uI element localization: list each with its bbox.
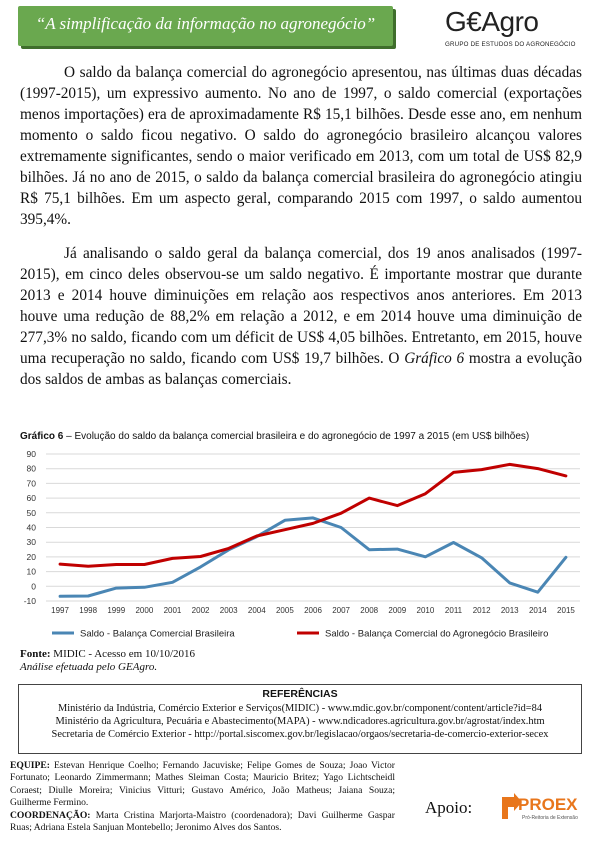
paragraph-2-chart-ref: Gráfico 6	[404, 350, 465, 367]
geagro-logo-subtitle: GRUPO DE ESTUDOS DO AGRONEGÓCIO	[445, 41, 576, 48]
paragraph-2-text-end: mostra a evolução dos saldos de ambas as…	[20, 350, 582, 388]
x-tick-label: 2001	[164, 606, 182, 615]
x-tick-label: 2004	[248, 606, 266, 615]
x-tick-label: 2010	[417, 606, 435, 615]
source-note: Fonte: MIDIC - Acesso em 10/10/2016 Anál…	[20, 648, 195, 674]
coordination-members: Marta Cristina Marjorta-Maistro (coorden…	[10, 809, 395, 834]
y-tick-label: 40	[27, 523, 37, 533]
x-tick-label: 2003	[220, 606, 238, 615]
chart-series	[58, 462, 568, 598]
x-tick-label: 2011	[445, 606, 463, 615]
y-tick-label: 10	[27, 567, 37, 577]
x-tick-label: 2005	[276, 606, 294, 615]
analysis-note: Análise efetuada pelo GEAgro.	[20, 661, 158, 673]
chart-caption-text: – Evolução do saldo da balança comercial…	[63, 431, 530, 442]
legend-label: Saldo - Balança Comercial do Agronegócio…	[325, 629, 548, 640]
source-label: Fonte:	[20, 648, 51, 660]
y-tick-label: 70	[27, 478, 37, 488]
coordination-label: COORDENAÇÃO:	[10, 809, 91, 821]
team-label: EQUIPE:	[10, 760, 50, 771]
y-tick-label: 80	[27, 464, 37, 474]
y-tick-label: 30	[27, 537, 37, 547]
line-chart: -10 0 10 20 30 40 50 60 70 80 90 1997 1998 1999 2000 2…	[24, 449, 580, 640]
x-tick-label: 2013	[501, 606, 519, 615]
chart-caption: Gráfico 6 – Evolução do saldo da balança…	[20, 431, 595, 442]
proex-arrow-icon	[502, 793, 522, 819]
y-axis-ticks: -10 0 10 20 30 40 50 60 70 80 90	[24, 449, 37, 606]
team-members: Estevan Henrique Coelho; Fernando Jacuvi…	[10, 760, 395, 809]
geagro-logo-text: G€Agro	[445, 6, 539, 37]
paragraph-2-text: Já analisando o saldo geral da balança c…	[20, 245, 582, 367]
x-tick-label: 2009	[388, 606, 406, 615]
x-axis-ticks: 1997 1998 1999 2000 2001 2002 2003 2004 2005 2006…	[51, 606, 575, 615]
y-tick-label: 0	[31, 581, 36, 591]
y-tick-label: -10	[24, 596, 37, 606]
references-title: REFERÊNCIAS	[262, 688, 338, 700]
support-label: Apoio:	[425, 798, 473, 817]
series-line	[58, 462, 568, 568]
x-tick-label: 2008	[360, 606, 378, 615]
legend-label: Saldo - Balança Comercial Brasileira	[80, 629, 235, 640]
y-tick-label: 20	[27, 552, 37, 562]
series-line	[58, 516, 568, 598]
reference-line: Secretaria de Comércio Exterior - http:/…	[51, 729, 549, 740]
chart-legend: Saldo - Balança Comercial Brasileira Sald…	[52, 629, 548, 640]
references-box: REFERÊNCIAS Ministério da Indústria, Com…	[18, 684, 582, 754]
team-credits: EQUIPE: Estevan Henrique Coelho; Fernand…	[10, 760, 395, 834]
proex-logo: PROEX Pró-Reitoria de Extensão	[500, 793, 580, 827]
banner-text: “A simplificação da informação no agrone…	[35, 14, 376, 33]
x-tick-label: 2007	[332, 606, 350, 615]
x-tick-label: 1997	[51, 606, 69, 615]
x-tick-label: 1999	[107, 606, 125, 615]
y-tick-label: 90	[27, 449, 37, 459]
header-banner: “A simplificação da informação no agrone…	[18, 6, 393, 46]
paragraph-1: O saldo da balança comercial do agronegó…	[20, 64, 582, 228]
source-text: MIDIC - Acesso em 10/10/2016	[50, 648, 196, 660]
reference-line: Ministério da Agricultura, Pecuária e Ab…	[55, 716, 545, 727]
x-tick-label: 2000	[135, 606, 153, 615]
x-tick-label: 2012	[473, 606, 491, 615]
x-tick-label: 2015	[557, 606, 575, 615]
chart-caption-label: Gráfico 6	[20, 431, 64, 442]
paragraph-2: Já analisando o saldo geral da balança c…	[20, 243, 582, 390]
chart-grid	[46, 453, 580, 602]
y-tick-label: 50	[27, 508, 37, 518]
proex-logo-text: PROEX	[518, 795, 578, 814]
geagro-logo: G€Agro GRUPO DE ESTUDOS DO AGRONEGÓCIO	[445, 6, 585, 50]
x-tick-label: 2002	[192, 606, 210, 615]
y-tick-label: 60	[27, 493, 37, 503]
reference-line: Ministério da Indústria, Comércio Exteri…	[57, 703, 543, 714]
proex-logo-subtitle: Pró-Reitoria de Extensão	[522, 815, 578, 821]
x-tick-label: 2006	[304, 606, 322, 615]
x-tick-label: 1998	[79, 606, 97, 615]
x-tick-label: 2014	[529, 606, 547, 615]
